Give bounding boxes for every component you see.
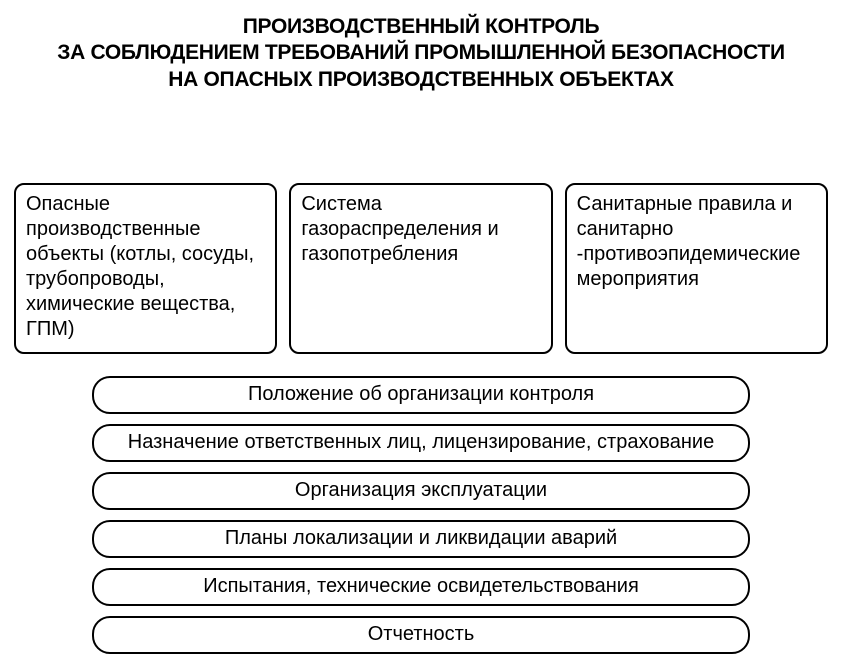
pill-item: Организация эксплуатации [92,472,750,510]
title-line-1: ПРОИЗВОДСТВЕННЫЙ КОНТРОЛЬ [12,14,830,40]
pill-item: Положение об организации контроля [92,376,750,414]
title-line-2: ЗА СОБЛЮДЕНИЕМ ТРЕБОВАНИЙ ПРОМЫШЛЕННОЙ Б… [12,40,830,66]
top-box: Система газораспределения и газопотребле… [289,183,552,354]
pill-stack: Положение об организации контроля Назнач… [12,376,830,654]
diagram-title: ПРОИЗВОДСТВЕННЫЙ КОНТРОЛЬ ЗА СОБЛЮДЕНИЕМ… [12,14,830,93]
top-box-row: Опасные производственные объекты (котлы,… [12,183,830,354]
title-line-3: НА ОПАСНЫХ ПРОИЗВОДСТВЕННЫХ ОБЪЕКТАХ [12,67,830,93]
pill-item: Назначение ответственных лиц, лицензиров… [92,424,750,462]
top-box: Санитарные правила и санитарно -противоэ… [565,183,828,354]
pill-item: Испытания, технические освидетельствован… [92,568,750,606]
top-box: Опасные производственные объекты (котлы,… [14,183,277,354]
pill-item: Отчетность [92,616,750,654]
pill-item: Планы локализации и ликвидации аварий [92,520,750,558]
